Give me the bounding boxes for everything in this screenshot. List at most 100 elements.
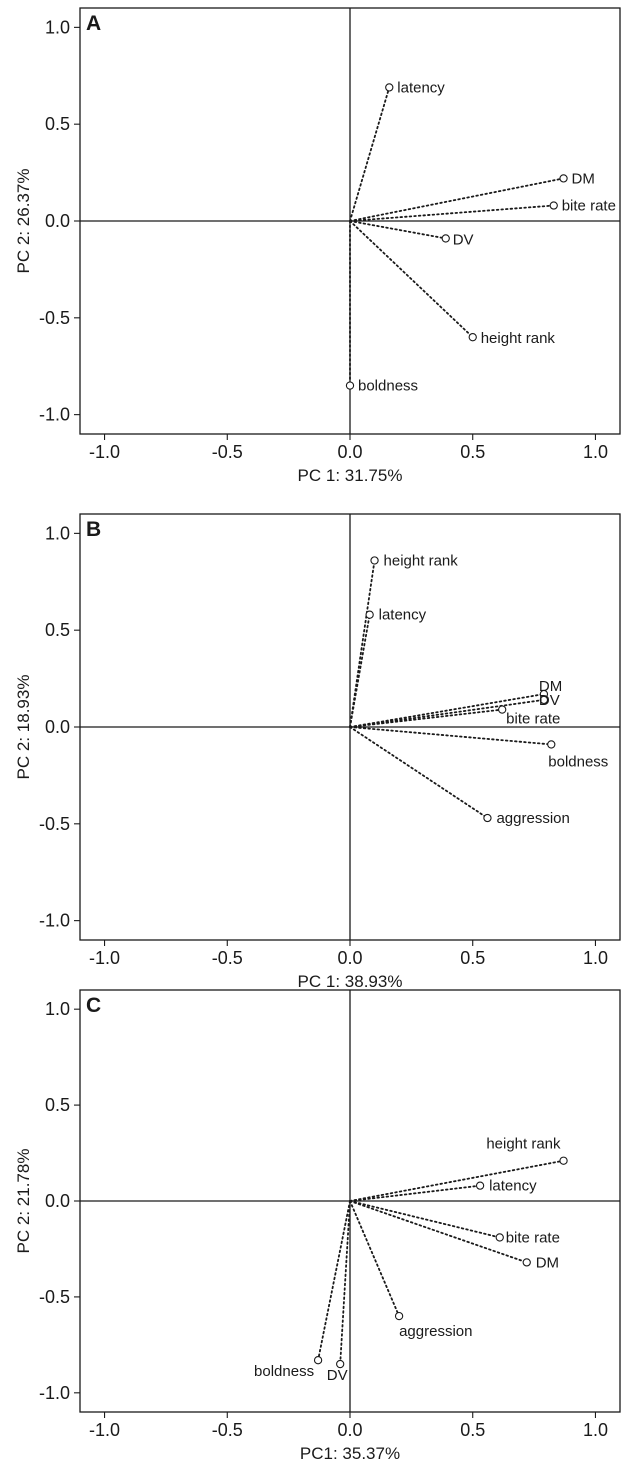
panel-a: -1.0 -0.5 0.0 0.5 1.0 1.0 0.5 0.0 -0.5 -1.0 PC 1: … — [14, 7, 621, 485]
panel-b-point-latency — [365, 610, 374, 619]
panel-a-label-bite-rate: bite rate — [562, 198, 616, 215]
panel-b-label-dm: DM — [539, 678, 562, 695]
panel-c-point-latency — [475, 1181, 485, 1190]
panel-c-x-tick-label: -1.0 — [89, 1420, 120, 1440]
panel-c-label-bite-rate: bite rate — [506, 1229, 560, 1246]
panel-b-y-tick-label: 1.0 — [45, 523, 70, 543]
panel-a-label-dm: DM — [572, 170, 595, 187]
panel-c-point-height-rank — [559, 1156, 568, 1165]
panel-a-vector-dm — [349, 177, 565, 222]
panel-c-x-tick-label: -0.5 — [212, 1420, 243, 1440]
panel-c-x-tick-label: 0.5 — [460, 1420, 485, 1440]
panel-a-vector-dv — [349, 220, 447, 240]
panel-b-y-axis-label: PC 2: 18.93% — [14, 675, 33, 780]
panel-b-label-latency: latency — [379, 607, 427, 624]
panel-c-vector-latency — [349, 1184, 481, 1202]
panel-a-y-tick-label: -1.0 — [39, 405, 70, 425]
panel-b-vector-boldness — [349, 726, 553, 746]
panel-a-point-dv — [441, 234, 450, 243]
panel-c-x-tick-label: 1.0 — [583, 1420, 608, 1440]
panel-a-point-dm — [559, 174, 568, 183]
panel-a-y-tick-label: -0.5 — [39, 308, 70, 328]
panel-a-x-tick-label: -1.0 — [89, 442, 120, 462]
panel-a-point-bite-rate — [549, 201, 558, 210]
panel-a-label-height-rank: height rank — [481, 330, 556, 347]
panel-a-point-boldness — [345, 381, 355, 390]
panel-c-y-tick-label: -0.5 — [39, 1287, 70, 1307]
panel-b-vector-latency — [349, 613, 371, 728]
panel-c-y-tick-label: -1.0 — [39, 1383, 70, 1403]
panel-b-label-dv: DV — [539, 692, 560, 709]
panel-c-point-bite-rate — [495, 1233, 504, 1242]
panel-b-x-axis-label: PC 1: 38.93% — [298, 972, 403, 991]
panel-a-y-tick-label: 1.0 — [45, 17, 70, 37]
panel-c-label-boldness: boldness — [254, 1363, 314, 1380]
panel-a-y-axis-label: PC 2: 26.37% — [14, 169, 33, 274]
panel-c-point-aggression — [394, 1311, 404, 1321]
panel-c-vector-dm — [349, 1200, 528, 1264]
panel-b-x-tick-label: -1.0 — [89, 948, 120, 968]
panel-c-label-dm: DM — [536, 1254, 559, 1271]
panel-a-vector-height-rank — [349, 220, 474, 339]
panel-a-point-latency — [385, 83, 394, 92]
panel-b-point-bite-rate — [498, 705, 507, 714]
panel-b-label-aggression: aggression — [496, 810, 569, 827]
panel-b-point-height-rank — [370, 556, 379, 565]
panel-b-label-bite-rate: bite rate — [506, 711, 560, 728]
panel-a-label-boldness: boldness — [358, 378, 418, 395]
panel-b-x-tick-label: -0.5 — [212, 948, 243, 968]
panel-b-x-tick-label: 1.0 — [583, 948, 608, 968]
panel-a-point-height-rank — [468, 333, 477, 342]
panel-c-y-tick-label: 1.0 — [45, 999, 70, 1019]
panel-c-vector-bite-rate — [349, 1200, 501, 1239]
panel-a-x-tick-label: 0.5 — [460, 442, 485, 462]
panel-a-x-tick-label: 1.0 — [583, 442, 608, 462]
panel-c-vector-dv — [339, 1200, 351, 1365]
panel-a-y-tick-label: 0.0 — [45, 211, 70, 231]
panel-b-vector-aggression — [349, 726, 489, 819]
panel-a-vector-bite-rate — [349, 204, 555, 222]
panel-b-y-tick-label: 0.5 — [45, 620, 70, 640]
panel-b-vector-dm — [349, 693, 545, 728]
panel-c-vector-boldness — [317, 1200, 351, 1362]
panel-c-label-aggression: aggression — [399, 1323, 472, 1340]
panel-b-x-tick-label: 0.5 — [460, 948, 485, 968]
panel-c-y-tick-label: 0.0 — [45, 1191, 70, 1211]
panel-b-x-tick-label: 0.0 — [337, 948, 362, 968]
panel-c-x-tick-label: 0.0 — [337, 1420, 362, 1440]
panel-c-y-tick-label: 0.5 — [45, 1095, 70, 1115]
panel-c-point-boldness — [313, 1356, 323, 1365]
panel-c-vector-height-rank — [349, 1159, 565, 1202]
panel-c-vector-aggression — [349, 1200, 400, 1317]
panel-b-y-tick-label: -1.0 — [39, 911, 70, 931]
panel-a-y-tick-label: 0.5 — [45, 114, 70, 134]
panel-c-label-height-rank: height rank — [486, 1136, 561, 1153]
panel-c-label-latency: latency — [489, 1178, 537, 1195]
panel-a-x-tick-label: -0.5 — [212, 442, 243, 462]
panel-c-x-axis-label: PC1: 35.37% — [300, 1444, 400, 1463]
panel-c-point-dv — [336, 1359, 345, 1369]
panel-b-point-boldness — [547, 740, 556, 749]
panel-a-label-latency: latency — [397, 79, 445, 96]
panel-b-vector-height-rank — [349, 559, 376, 728]
panel-b-label-boldness: boldness — [548, 753, 608, 770]
panel-b-label-height-rank: height rank — [384, 552, 459, 569]
panel-a-letter: A — [86, 12, 101, 35]
panel-b-y-tick-label: 0.0 — [45, 717, 70, 737]
panel-c: -1.0 -0.5 0.0 0.5 1.0 1.0 0.5 0.0 -0.5 -1.0 PC1: 3… — [14, 989, 621, 1463]
panel-c-point-dm — [522, 1258, 531, 1267]
panel-c-y-axis-label: PC 2: 21.78% — [14, 1149, 33, 1254]
panel-a-label-dv: DV — [453, 231, 474, 248]
panel-b-letter: B — [86, 518, 101, 541]
panel-b: -1.0 -0.5 0.0 0.5 1.0 1.0 0.5 0.0 -0.5 -1.0 PC 1: … — [14, 513, 621, 991]
panel-a-x-tick-label: 0.0 — [337, 442, 362, 462]
panel-b-y-tick-label: -0.5 — [39, 814, 70, 834]
panel-b-vector-bite-rate — [349, 708, 504, 728]
panel-a-vector-latency — [349, 86, 391, 222]
panel-a-x-axis-label: PC 1: 31.75% — [298, 466, 403, 485]
panel-b-point-aggression — [483, 813, 492, 823]
panel-c-letter: C — [86, 994, 101, 1017]
panel-c-label-dv: DV — [327, 1367, 348, 1384]
panel-b-point-dv — [539, 695, 549, 705]
